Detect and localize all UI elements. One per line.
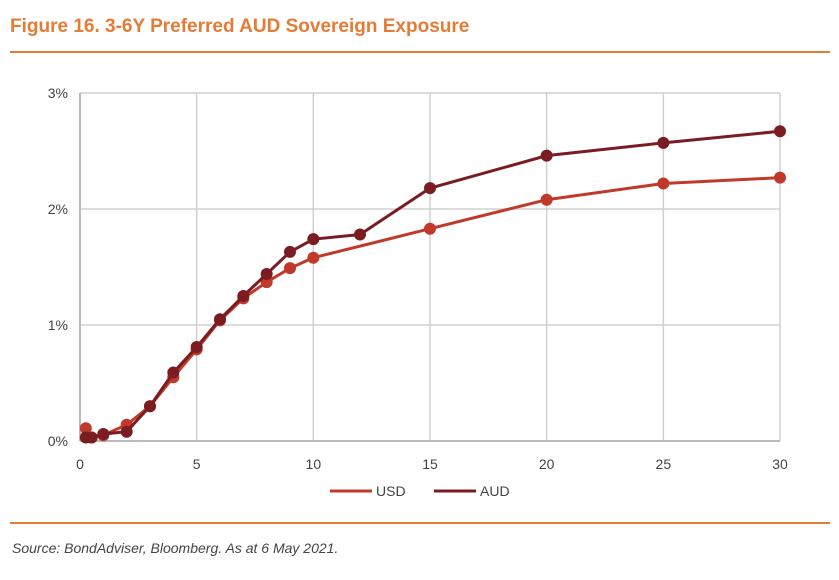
x-tick-label: 20: [539, 456, 555, 472]
data-point-aud: [167, 366, 180, 379]
data-point-aud: [354, 228, 366, 241]
data-point-usd: [424, 222, 436, 235]
legend-label-aud: AUD: [480, 483, 510, 499]
data-point-usd: [79, 422, 92, 435]
top-rule: [10, 51, 830, 53]
y-tick-label: 3%: [48, 85, 68, 101]
data-point-aud: [85, 431, 98, 444]
data-point-aud: [540, 149, 553, 162]
figure-title: Figure 16. 3-6Y Preferred AUD Sovereign …: [10, 16, 470, 37]
bottom-rule: [10, 522, 830, 524]
data-point-aud: [120, 425, 133, 438]
y-tick-label: 0%: [48, 433, 68, 449]
y-tick-label: 2%: [48, 201, 68, 217]
data-point-aud: [424, 182, 436, 195]
data-point-aud: [657, 136, 670, 149]
data-point-usd: [284, 262, 296, 275]
data-point-aud: [214, 313, 226, 326]
series-line-usd: [84, 176, 781, 440]
data-point-aud: [307, 233, 320, 246]
x-tick-label: 10: [306, 456, 322, 472]
data-point-usd: [540, 193, 553, 206]
series-line-aud: [85, 129, 781, 440]
data-point-aud: [97, 428, 110, 441]
data-point-aud: [144, 400, 156, 413]
x-tick-label: 30: [772, 456, 788, 472]
data-point-usd: [307, 251, 320, 264]
data-point-usd: [774, 171, 786, 184]
data-point-aud: [284, 245, 296, 258]
line-chart: 0 5 10 15 20 25 30 0% 1% 2% 3% USD AUD: [48, 85, 788, 499]
data-point-aud: [237, 290, 250, 302]
x-tick-label: 25: [656, 456, 672, 472]
x-tick-label: 0: [76, 456, 84, 472]
source-note: Source: BondAdviser, Bloomberg. As at 6 …: [12, 540, 339, 556]
data-point-usd: [657, 177, 670, 190]
data-point-aud: [774, 125, 786, 138]
legend-label-usd: USD: [376, 483, 406, 499]
data-point-aud: [190, 341, 203, 354]
x-tick-label: 5: [193, 456, 201, 472]
y-tick-label: 1%: [48, 317, 68, 333]
x-tick-label: 15: [422, 456, 438, 472]
data-point-aud: [260, 267, 273, 280]
